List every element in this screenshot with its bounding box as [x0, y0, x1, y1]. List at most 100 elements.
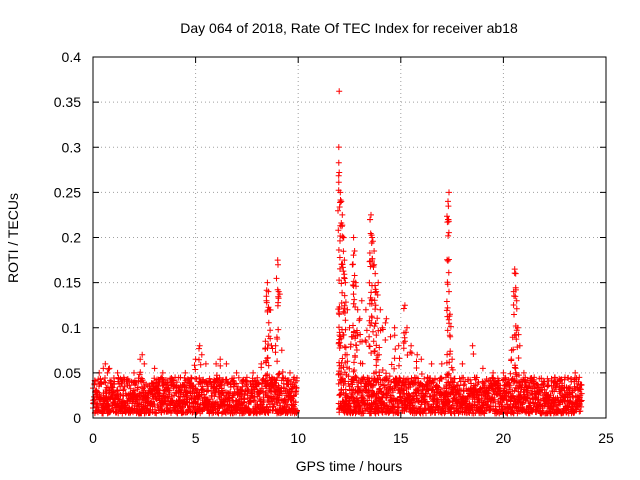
- roti-point: [283, 403, 290, 410]
- roti-point: [143, 406, 150, 412]
- roti-point: [289, 402, 296, 409]
- roti-point: [513, 305, 520, 312]
- roti-point: [368, 211, 374, 218]
- roti-point: [513, 297, 520, 304]
- roti-point: [577, 398, 584, 405]
- roti-point: [538, 375, 545, 382]
- roti-point: [356, 315, 363, 322]
- roti-point: [184, 396, 191, 403]
- roti-point: [375, 279, 382, 286]
- roti-point: [377, 306, 384, 313]
- roti-point: [213, 372, 220, 379]
- roti-point: [198, 351, 205, 358]
- roti-point: [512, 384, 519, 391]
- roti-point: [444, 351, 451, 358]
- roti-point: [445, 229, 452, 236]
- x-tick-label: 5: [192, 430, 200, 446]
- roti-point: [438, 360, 445, 367]
- roti-point: [239, 383, 246, 390]
- roti-point: [196, 345, 202, 352]
- roti-point: [445, 269, 452, 276]
- roti-point: [287, 369, 293, 376]
- roti-point: [342, 299, 349, 306]
- roti-point: [351, 248, 358, 254]
- roti-point: [524, 387, 531, 394]
- roti-point: [470, 351, 477, 357]
- roti-point: [396, 355, 403, 362]
- data-points: [90, 88, 585, 417]
- roti-point: [221, 382, 228, 388]
- roti-point: [578, 397, 585, 404]
- roti-point: [393, 382, 399, 389]
- roti-point: [275, 396, 282, 403]
- roti-point: [424, 390, 430, 397]
- roti-point: [272, 349, 279, 356]
- roti-point: [217, 356, 224, 363]
- roti-point: [353, 374, 360, 381]
- roti-point: [358, 297, 365, 304]
- roti-point: [273, 275, 280, 282]
- roti-point: [578, 403, 585, 410]
- roti-point: [438, 376, 445, 382]
- roti-point: [372, 306, 379, 313]
- roti-point: [414, 351, 421, 358]
- roti-point: [336, 88, 343, 95]
- roti-point: [139, 377, 146, 384]
- roti-point: [267, 307, 274, 313]
- roti-point: [181, 383, 188, 390]
- roti-point: [382, 337, 389, 343]
- roti-point: [372, 302, 379, 309]
- roti-point: [194, 396, 201, 403]
- roti-point: [335, 179, 342, 186]
- roti-point: [341, 343, 348, 350]
- roti-point: [383, 315, 390, 322]
- roti-point: [114, 387, 121, 394]
- roti-point: [250, 369, 257, 376]
- roti-point: [335, 159, 342, 166]
- roti-point: [238, 386, 245, 393]
- roti-point: [366, 343, 373, 350]
- roti-point: [351, 296, 358, 303]
- roti-point: [372, 320, 379, 327]
- roti-point: [340, 382, 347, 389]
- roti-point: [202, 360, 209, 367]
- roti-point: [335, 227, 342, 234]
- roti-point: [377, 381, 384, 388]
- roti-point: [264, 354, 271, 361]
- roti-point: [224, 380, 231, 387]
- roti-point: [267, 327, 274, 334]
- roti-point: [335, 247, 342, 253]
- roti-point: [467, 376, 474, 383]
- roti-point: [275, 293, 282, 300]
- roti-point: [401, 334, 408, 341]
- roti-point: [223, 360, 230, 367]
- roti-point: [443, 385, 450, 392]
- roti-point: [350, 234, 357, 241]
- roti-point: [102, 360, 109, 367]
- roti-point: [400, 387, 407, 394]
- roti-point: [525, 392, 532, 399]
- roti-point: [120, 374, 127, 381]
- roti-point: [263, 293, 270, 300]
- roti-point: [100, 365, 107, 372]
- roti-point: [193, 376, 200, 382]
- roti-point: [415, 398, 422, 405]
- roti-point: [256, 390, 263, 397]
- roti-point: [120, 386, 127, 393]
- roti-point: [258, 385, 265, 392]
- roti-point: [273, 334, 280, 341]
- roti-point: [159, 369, 166, 376]
- roti-point: [338, 198, 345, 205]
- roti-point: [505, 389, 512, 396]
- roti-point: [430, 379, 437, 386]
- roti-point: [475, 379, 482, 386]
- roti-point: [373, 362, 380, 369]
- y-tick-label: 0: [73, 410, 81, 426]
- roti-point: [412, 399, 418, 406]
- roti-point: [136, 371, 143, 378]
- roti-point: [258, 364, 265, 371]
- roti-point: [276, 370, 283, 377]
- roti-point: [392, 346, 399, 353]
- roti-point: [461, 381, 468, 388]
